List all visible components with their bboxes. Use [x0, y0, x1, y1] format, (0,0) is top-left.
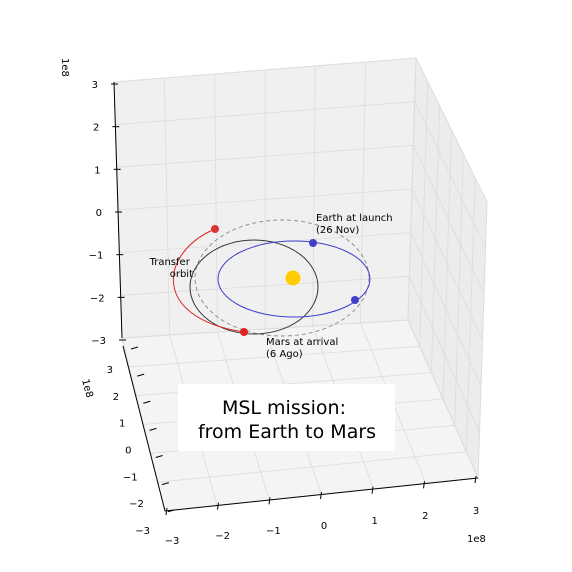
x-tick-mark	[165, 507, 168, 516]
grid-line	[120, 275, 410, 296]
title-box	[178, 384, 395, 451]
point-mars-at-arrival	[240, 328, 248, 336]
annotation-transfer-orbit: Transfer orbit	[149, 257, 193, 280]
y-tick-mark	[155, 455, 163, 459]
x-tick-mark	[268, 497, 271, 505]
annotation-mars-at-arrival: Mars at arrival (6 Ago)	[266, 337, 341, 360]
z-axis-ticks: 3 2 1 0 −1 −2 −3	[89, 80, 126, 347]
x-tick-label: 1	[371, 516, 377, 527]
series-earth-orbit	[217, 240, 371, 318]
x-tick-mark	[371, 486, 374, 494]
y-tick-mark	[161, 482, 169, 486]
point-mars-at-launch	[211, 225, 219, 233]
x-tick-label: −2	[215, 531, 230, 542]
x-tick-label: −3	[165, 536, 180, 547]
grid-line	[157, 451, 467, 483]
y-tick-label: 2	[113, 392, 119, 403]
x-tick-label: 0	[321, 521, 327, 532]
z-axis-line	[113, 81, 123, 339]
x-tick-mark	[423, 481, 425, 489]
y-tick-label: 3	[107, 365, 113, 376]
y-tick-mark	[130, 346, 139, 350]
y-tick-label: −3	[135, 526, 150, 537]
z-tick-label: −3	[91, 336, 106, 347]
z-tick-label: 3	[92, 80, 98, 91]
z-tick-label: 0	[96, 208, 102, 219]
y-axis-exponent: 1e8	[79, 378, 95, 399]
y-tick-label: −2	[129, 499, 144, 510]
y-axis-line	[122, 345, 166, 512]
z-tick-label: 1	[94, 165, 100, 176]
y-axis-ticks: 3 2 1 0 −1 −2 −3	[107, 346, 176, 537]
y-tick-mark	[149, 427, 157, 431]
x-tick-label: 2	[422, 511, 428, 522]
x-tick-label: 3	[473, 506, 479, 517]
point-sun	[285, 270, 301, 286]
series-transfer-orbit-flown	[172, 228, 245, 333]
grid-line	[407, 57, 417, 321]
y-tick-label: 1	[119, 419, 125, 430]
series-mars-orbit	[194, 219, 370, 337]
z-tick-label: 2	[93, 123, 99, 134]
y-tick-label: 0	[125, 446, 131, 457]
x-axis-exponent: 1e8	[467, 534, 486, 545]
grid-line	[407, 319, 479, 479]
point-earth-at-launch	[309, 239, 317, 247]
y-tick-mark	[167, 509, 176, 513]
y-tick-mark	[137, 373, 145, 377]
grid-line	[477, 201, 488, 479]
grid-line	[408, 276, 480, 433]
point-earth-at-arrival	[351, 296, 359, 304]
grid-line	[121, 319, 409, 339]
x-tick-mark	[474, 475, 477, 484]
annotation-earth-at-launch: Earth at launch (26 Nov)	[316, 213, 396, 236]
x-tick-label: −1	[266, 526, 281, 537]
y-tick-label: −1	[123, 472, 138, 483]
x-tick-mark	[320, 491, 322, 500]
z-axis-exponent: 1e8	[59, 58, 70, 77]
z-tick-label: −2	[90, 293, 105, 304]
z-tick-label: −1	[89, 251, 104, 262]
chart-title: MSL mission: from Earth to Mars	[198, 397, 376, 443]
series-transfer-orbit-full	[189, 239, 319, 335]
x-axis-ticks: −3 −2 −1 0 1 2 3	[165, 475, 479, 547]
x-tick-mark	[217, 502, 219, 510]
y-tick-mark	[143, 400, 151, 404]
